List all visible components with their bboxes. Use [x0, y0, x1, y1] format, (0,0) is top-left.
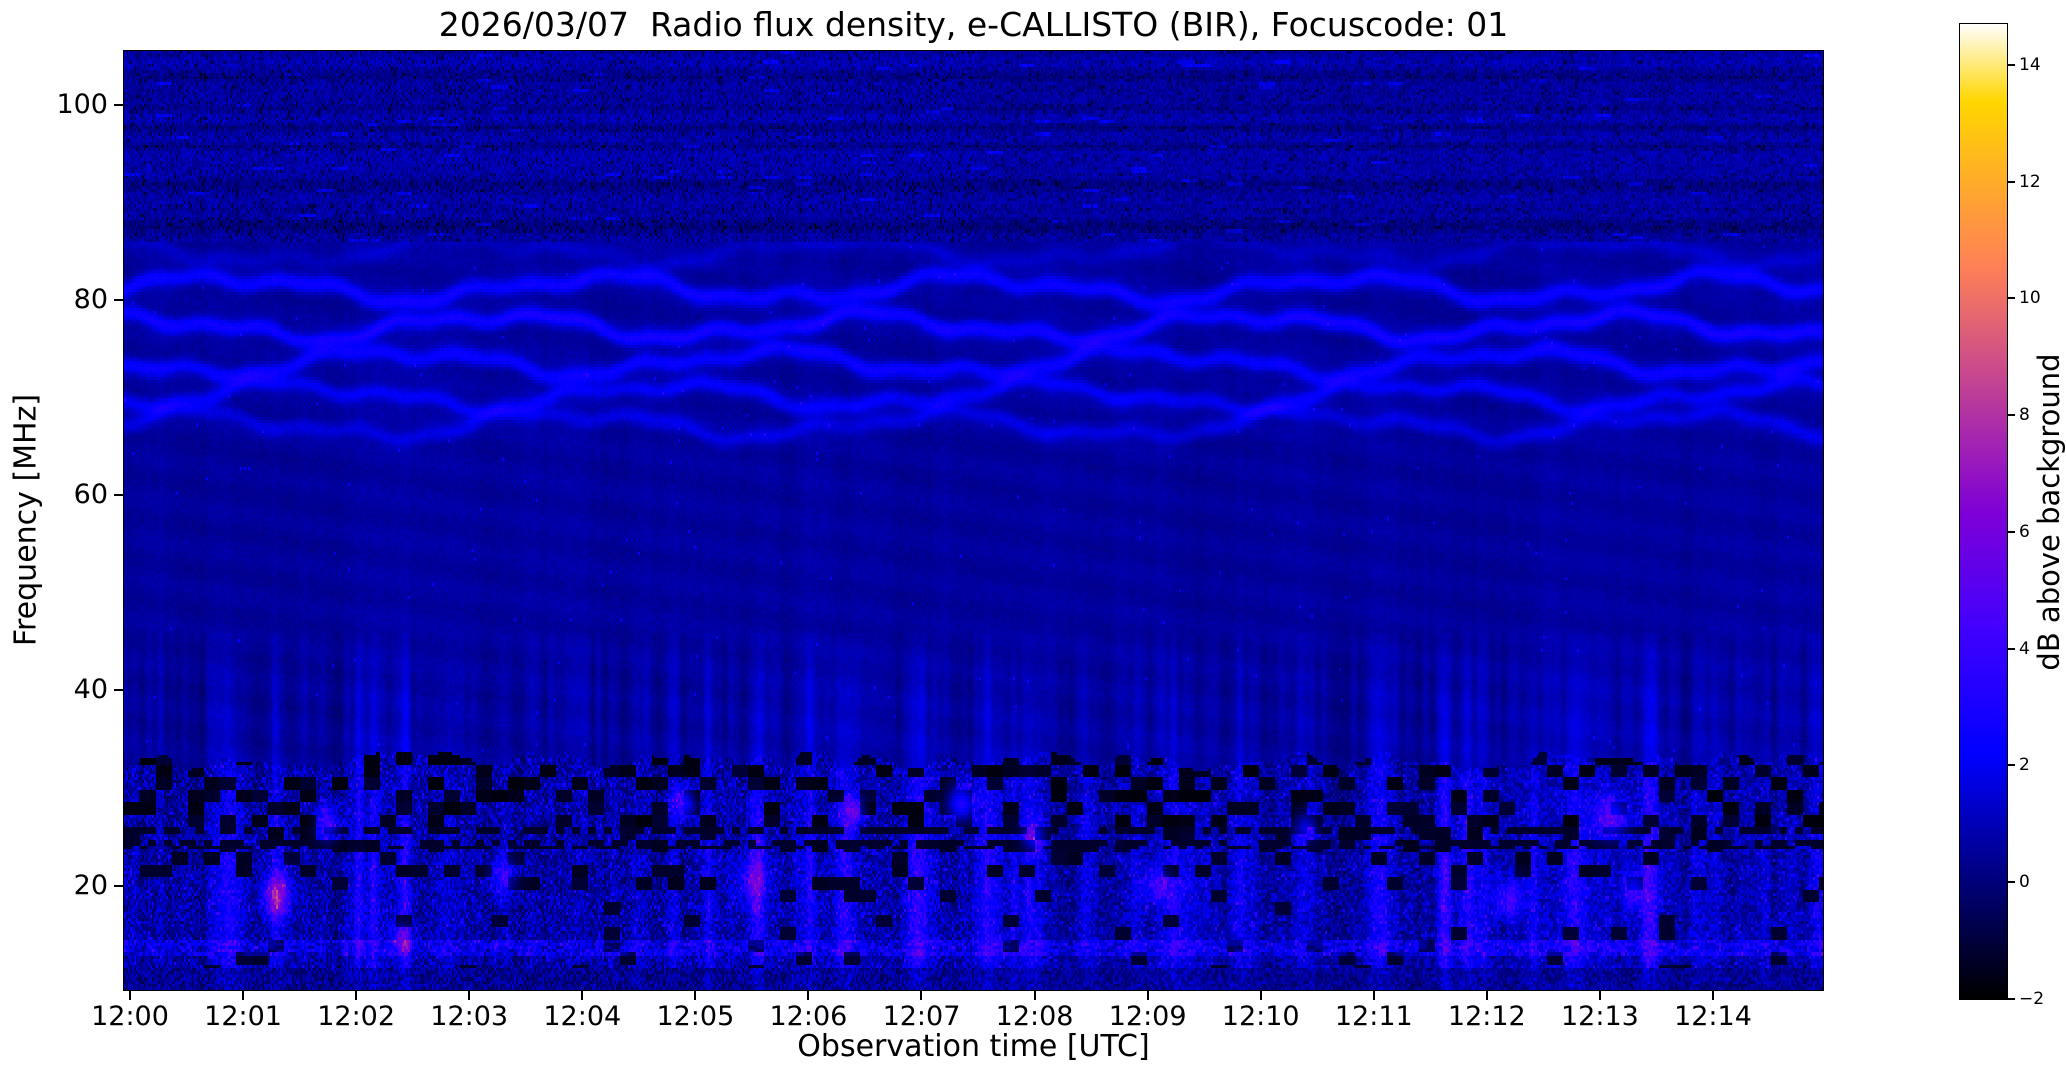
colorbar-tick-label: −2 [2019, 989, 2045, 1009]
colorbar-tick-mark [2008, 881, 2015, 884]
x-tick-label: 12:03 [430, 1001, 509, 1032]
x-tick-mark [694, 991, 697, 1000]
colorbar-tick-mark [2008, 998, 2015, 1000]
colorbar-tick-mark [2008, 180, 2015, 183]
colorbar-tick-mark [2008, 764, 2015, 767]
x-tick-label: 12:00 [91, 1001, 169, 1032]
x-tick-label: 12:04 [543, 1001, 622, 1032]
colorbar-tick-mark [2008, 414, 2015, 417]
x-tick-label: 12:05 [656, 1001, 735, 1032]
y-axis-label: Frequency [MHz] [8, 393, 44, 647]
x-tick-label: 12:02 [317, 1001, 396, 1032]
spectrogram-canvas [124, 51, 1823, 990]
colorbar-tick-mark [2008, 63, 2015, 66]
colorbar [1960, 24, 2007, 999]
x-tick-mark [1372, 991, 1375, 1000]
x-tick-mark [920, 991, 923, 1000]
y-tick-mark [114, 103, 123, 106]
y-tick-label: 20 [73, 869, 108, 901]
y-tick-mark [114, 298, 123, 301]
x-tick-mark [1598, 991, 1601, 1000]
colorbar-tick-label: 14 [2019, 54, 2041, 75]
x-tick-mark [1033, 991, 1036, 1000]
colorbar-canvas [1960, 24, 2007, 999]
colorbar-tick-label: 12 [2019, 171, 2041, 192]
x-tick-label: 12:13 [1561, 1001, 1639, 1032]
x-tick-mark [1711, 991, 1714, 1000]
x-axis-label: Observation time [UTC] [797, 1029, 1150, 1064]
x-tick-mark [355, 991, 358, 1000]
x-tick-label: 12:09 [1108, 1001, 1187, 1032]
x-tick-mark [1485, 991, 1488, 1000]
colorbar-tick-mark [2008, 297, 2015, 300]
x-tick-mark [242, 991, 245, 1000]
chart-title: 2026/03/07 Radio flux density, e-CALLIST… [438, 5, 1509, 44]
colorbar-tick-label: 10 [2019, 288, 2041, 309]
colorbar-tick-label: 0 [2019, 872, 2030, 893]
y-tick-mark [114, 494, 123, 497]
x-tick-label: 12:12 [1447, 1001, 1526, 1032]
colorbar-tick-label: 6 [2019, 521, 2030, 542]
x-tick-mark [129, 991, 131, 1000]
x-tick-mark [581, 991, 584, 1000]
y-tick-label: 100 [56, 88, 108, 120]
x-tick-mark [468, 991, 471, 1000]
x-tick-mark [1146, 991, 1149, 1000]
x-tick-mark [1259, 991, 1262, 1000]
plot-area [124, 51, 1823, 990]
x-tick-label: 12:06 [769, 1001, 848, 1032]
colorbar-tick-mark [2008, 647, 2015, 650]
x-tick-label: 12:01 [204, 1001, 282, 1032]
colorbar-label: dB above background [2032, 353, 2066, 671]
colorbar-tick-label: 2 [2019, 755, 2030, 776]
y-tick-mark [114, 884, 123, 887]
colorbar-tick-label: 8 [2019, 405, 2030, 426]
x-tick-label: 12:10 [1221, 1001, 1300, 1032]
y-tick-label: 40 [73, 674, 108, 706]
y-tick-label: 80 [73, 283, 108, 315]
x-tick-label: 12:11 [1334, 1001, 1413, 1032]
x-tick-label: 12:08 [995, 1001, 1074, 1032]
y-tick-mark [114, 689, 123, 692]
colorbar-tick-label: 4 [2019, 638, 2030, 659]
x-tick-label: 12:07 [882, 1001, 961, 1032]
colorbar-tick-mark [2008, 530, 2015, 533]
x-tick-label: 12:14 [1674, 1001, 1752, 1032]
x-tick-mark [807, 991, 810, 1000]
